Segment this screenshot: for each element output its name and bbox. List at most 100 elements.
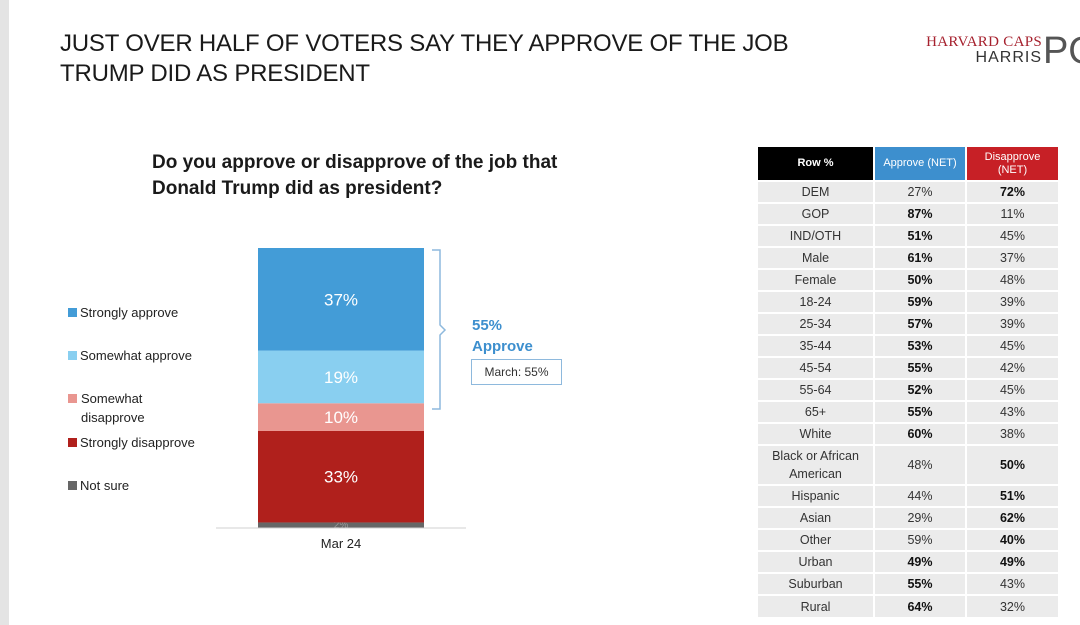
disapprove-cell: 49% xyxy=(966,550,1058,573)
approve-cell: 50% xyxy=(874,268,967,291)
table-body: DEM 27% 72% GOP 87% 11% IND/OTH 51% 45% Male 61% 37… xyxy=(758,180,1058,617)
approve-net-label: Approve xyxy=(472,338,533,355)
approve-net-value: 55% xyxy=(472,317,503,334)
page-edge-shadow xyxy=(0,0,9,625)
legend-somewhat-disapprove: Somewhat disapprove xyxy=(68,389,158,427)
row-label: Suburban xyxy=(758,572,875,595)
disapprove-cell: 51% xyxy=(966,484,1058,507)
march-comparison-box: March: 55% xyxy=(471,359,562,385)
table-header-row: Row % Approve (NET) Disapprove (NET) xyxy=(758,147,1058,181)
table-row: Urban 49% 49% xyxy=(758,550,1058,573)
legend-not-sure: Not sure xyxy=(68,476,129,495)
row-label: Black or African American xyxy=(758,444,875,485)
table-row: Suburban 55% 43% xyxy=(758,572,1058,595)
legend-somewhat-approve: Somewhat approve xyxy=(68,346,192,365)
approve-cell: 29% xyxy=(874,506,967,529)
disapprove-cell: 39% xyxy=(966,290,1058,313)
bar-segment-somewhat-approve xyxy=(258,350,424,404)
legend-swatch xyxy=(68,481,77,490)
table-row: 45-54 55% 42% xyxy=(758,356,1058,379)
approve-cell: 27% xyxy=(874,180,967,203)
data-label-not-sure: 2% xyxy=(334,520,349,531)
row-label: 65+ xyxy=(758,400,875,423)
approve-cell: 57% xyxy=(874,312,967,335)
disapprove-cell: 38% xyxy=(966,422,1058,445)
bar-segment-strongly-approve xyxy=(258,248,424,351)
approve-cell: 52% xyxy=(874,378,967,401)
data-label-somewhat-disapprove: 10% xyxy=(324,408,358,427)
approve-cell: 49% xyxy=(874,550,967,573)
header-row-pct: Row % xyxy=(758,147,875,181)
table-row: GOP 87% 11% xyxy=(758,202,1058,225)
row-label: White xyxy=(758,422,875,445)
disapprove-cell: 11% xyxy=(966,202,1058,225)
approve-cell: 59% xyxy=(874,290,967,313)
table-row: Rural 64% 32% xyxy=(758,594,1058,617)
crosstab-table: Row % Approve (NET) Disapprove (NET) DEM… xyxy=(758,147,1058,617)
disapprove-cell: 45% xyxy=(966,334,1058,357)
row-label: 35-44 xyxy=(758,334,875,357)
approve-cell: 44% xyxy=(874,484,967,507)
disapprove-cell: 42% xyxy=(966,356,1058,379)
legend-strongly-approve: Strongly approve xyxy=(68,303,178,322)
disapprove-cell: 62% xyxy=(966,506,1058,529)
disapprove-cell: 45% xyxy=(966,224,1058,247)
row-label: 55-64 xyxy=(758,378,875,401)
disapprove-cell: 50% xyxy=(966,444,1058,485)
x-tick-label: Mar 24 xyxy=(320,536,362,551)
bar-segment-somewhat-disapprove xyxy=(258,403,424,431)
disapprove-cell: 39% xyxy=(966,312,1058,335)
row-label: IND/OTH xyxy=(758,224,875,247)
legend-label: Strongly disapprove xyxy=(80,435,195,450)
legend-label: Somewhat approve xyxy=(80,348,193,363)
row-label: 18-24 xyxy=(758,290,875,313)
approve-cell: 55% xyxy=(874,400,967,423)
approve-cell: 59% xyxy=(874,528,967,551)
approve-cell: 53% xyxy=(874,334,967,357)
approve-net-callout: 55% Approve xyxy=(472,315,533,357)
table-row: Other 59% 40% xyxy=(758,528,1058,551)
approve-cell: 48% xyxy=(874,444,967,485)
disapprove-cell: 32% xyxy=(966,594,1058,617)
table-row: Black or African American 48% 50% xyxy=(758,444,1058,485)
legend-label: Somewhat disapprove xyxy=(81,391,145,425)
legend-label: Not sure xyxy=(80,478,130,493)
row-label: Urban xyxy=(758,550,875,573)
approve-cell: 61% xyxy=(874,246,967,269)
disapprove-cell: 40% xyxy=(966,528,1058,551)
row-label: Female xyxy=(758,268,875,291)
data-label-somewhat-approve: 19% xyxy=(324,368,358,387)
legend-swatch xyxy=(68,394,77,403)
legend-swatch xyxy=(68,308,77,317)
approve-brace xyxy=(432,249,447,410)
disapprove-cell: 43% xyxy=(966,572,1058,595)
legend-label: Strongly approve xyxy=(80,305,179,320)
approve-cell: 60% xyxy=(874,422,967,445)
logo-line-1: HARVARD CAPS xyxy=(926,34,1042,50)
logo-line-2: HARRIS xyxy=(975,49,1042,66)
row-label: Rural xyxy=(758,594,875,617)
table-row: Female 50% 48% xyxy=(758,268,1058,291)
row-label: 25-34 xyxy=(758,312,875,335)
approve-cell: 55% xyxy=(874,572,967,595)
row-label: GOP xyxy=(758,202,875,225)
bar-segment-strongly-disapprove xyxy=(258,430,424,523)
approve-cell: 55% xyxy=(874,356,967,379)
row-label: DEM xyxy=(758,180,875,203)
data-label-strongly-approve: 37% xyxy=(324,290,358,309)
row-label: Other xyxy=(758,528,875,551)
row-label: Asian xyxy=(758,506,875,529)
approve-cell: 87% xyxy=(874,202,967,225)
slide-title: JUST OVER HALF OF VOTERS SAY THEY APPROV… xyxy=(60,30,789,87)
logo-mark: PO xyxy=(1043,30,1080,72)
disapprove-cell: 48% xyxy=(966,268,1058,291)
bar-segments: 2% 33% 10% 19% 37% xyxy=(258,248,424,531)
harvard-caps-harris-logo: HARVARD CAPS HARRIS PO xyxy=(912,30,1080,72)
disapprove-cell: 37% xyxy=(966,246,1058,269)
table-row: IND/OTH 51% 45% xyxy=(758,224,1058,247)
bar-segment-not-sure xyxy=(258,522,424,528)
row-label: Male xyxy=(758,246,875,269)
row-label: Hispanic xyxy=(758,484,875,507)
table-row: 65+ 55% 43% xyxy=(758,400,1058,423)
